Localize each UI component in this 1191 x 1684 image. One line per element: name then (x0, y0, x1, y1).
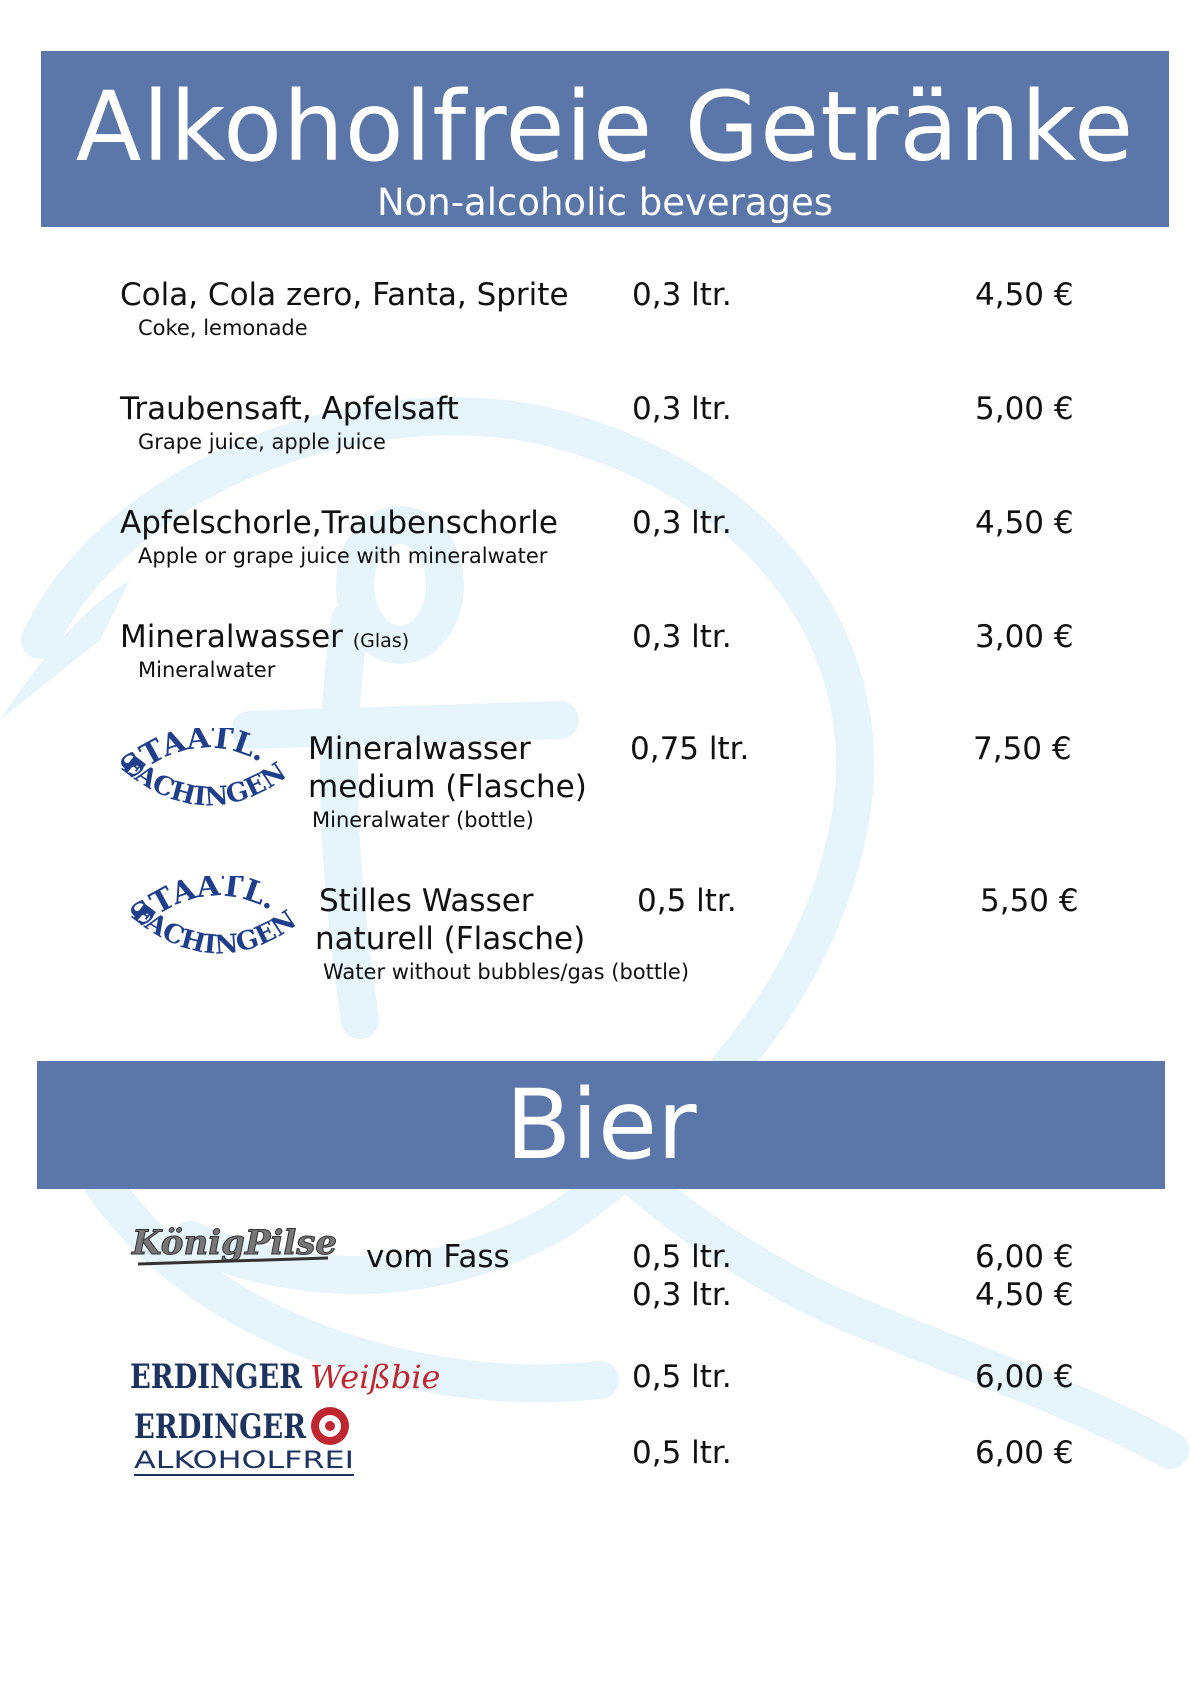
logo-text-alkoholfrei: ALKOHOLFREI (134, 1446, 354, 1474)
erdinger-alkoholfrei-logo: ERDINGER ALKOHOLFREI (132, 1402, 362, 1480)
fachingen-logo: STAATL. FACHINGEN (122, 876, 297, 964)
section-title: Bier (505, 1069, 697, 1181)
item-quantity: 0,75 ltr. (630, 731, 750, 767)
item-quantity: 0,3 ltr. (632, 277, 732, 313)
item-name: Cola, Cola zero, Fanta, Sprite (120, 277, 569, 313)
erdinger-badge-icon (311, 1407, 349, 1445)
beer-price: 6,00 € (975, 1435, 1074, 1471)
item-name-line2: naturell (Flasche) (315, 921, 586, 957)
item-name: Apfelschorle,Traubenschorle (120, 505, 558, 541)
item-price: 4,50 € (975, 277, 1074, 313)
section-title: Alkoholfreie Getränke (75, 71, 1135, 183)
logo-text-erdinger: ERDINGER (134, 1407, 307, 1447)
item-name: Mineralwasser (Glas) (120, 618, 409, 660)
item-price: 5,50 € (980, 883, 1079, 919)
item-translation: Coke, lemonade (138, 316, 308, 340)
item-note: (Glas) (352, 630, 410, 652)
item-name-line1: Mineralwasser (308, 731, 531, 767)
item-translation: Grape juice, apple juice (138, 430, 386, 454)
section-banner-alkoholfrei: Alkoholfreie Getränke Non-alcoholic beve… (41, 51, 1169, 227)
beer-quantity: 0,5 ltr. (632, 1239, 732, 1275)
section-subtitle: Non-alcoholic beverages (376, 181, 834, 224)
item-price: 5,00 € (975, 391, 1074, 427)
item-quantity: 0,3 ltr. (632, 391, 732, 427)
beer-quantity: 0,5 ltr. (632, 1359, 732, 1395)
item-name-text: Mineralwasser (120, 619, 343, 655)
item-quantity: 0,3 ltr. (632, 619, 732, 655)
item-price: 3,00 € (975, 619, 1074, 655)
logo-text-weissbier: Weißbier (310, 1358, 440, 1396)
erdinger-weissbier-logo: ERDINGER Weißbier (130, 1350, 440, 1400)
beer-quantity: 0,3 ltr. (632, 1277, 732, 1313)
item-quantity: 0,3 ltr. (632, 505, 732, 541)
beer-name: vom Fass (366, 1239, 510, 1275)
item-quantity: 0,5 ltr. (637, 883, 737, 919)
item-translation: Apple or grape juice with mineralwater (138, 544, 548, 568)
item-price: 7,50 € (973, 731, 1072, 767)
item-name-line2: medium (Flasche) (308, 769, 587, 805)
item-price: 4,50 € (975, 505, 1074, 541)
item-name: Traubensaft, Apfelsaft (120, 391, 459, 427)
beer-quantity: 0,5 ltr. (632, 1435, 732, 1471)
beer-price: 6,00 € (975, 1239, 1074, 1275)
beer-price: 6,00 € (975, 1359, 1074, 1395)
item-name-line1: Stilles Wasser (319, 883, 534, 919)
logo-text-erdinger: ERDINGER (130, 1357, 303, 1397)
logo-text: KönigPilsener (131, 1223, 338, 1263)
item-translation: Water without bubbles/gas (bottle) (323, 960, 690, 984)
item-translation: Mineralwater (bottle) (312, 808, 534, 832)
fachingen-logo: STAATL. FACHINGEN (112, 728, 287, 816)
item-translation: Mineralwater (138, 658, 276, 682)
section-banner-bier: Bier (37, 1061, 1165, 1189)
beer-price: 4,50 € (975, 1277, 1074, 1313)
koenig-pilsener-logo: KönigPilsener (128, 1214, 338, 1274)
